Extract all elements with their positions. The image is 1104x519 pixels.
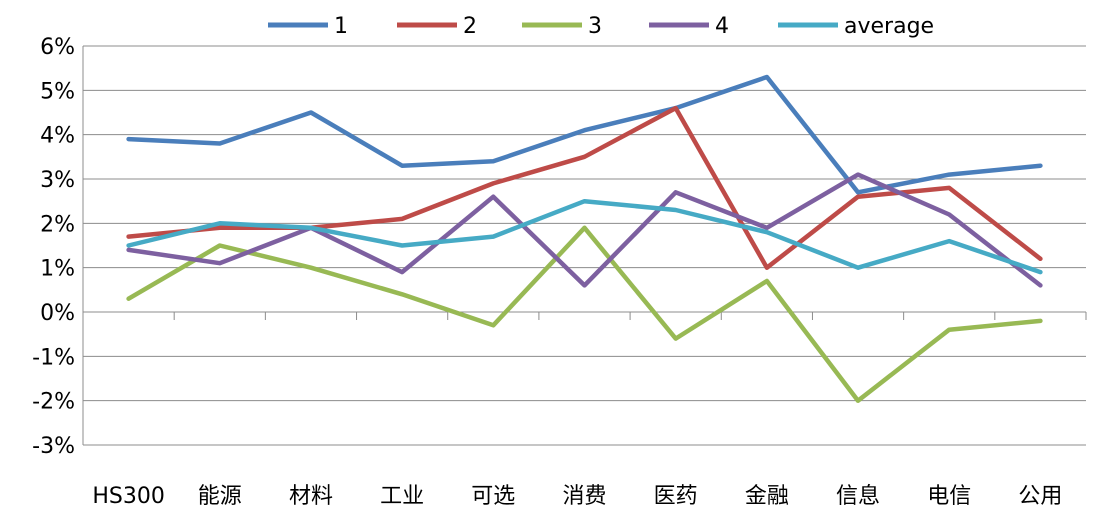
x-tick-label: 消费 [562, 484, 606, 509]
y-tick-label: 5% [40, 79, 75, 104]
x-tick-labels: HS300 能源 材料 工业 可选 消费 医药 金融 信息 电信 公用 [92, 484, 1062, 509]
series-line-average [126, 198, 1043, 275]
x-tick-label: 公用 [1018, 484, 1062, 509]
x-tick-label: 信息 [836, 484, 880, 509]
y-tick-label: 4% [40, 124, 75, 149]
x-tick-label: 能源 [198, 484, 242, 509]
x-tick-label: 可选 [471, 484, 515, 509]
x-tick-label: 电信 [927, 484, 971, 509]
series-line-3 [126, 225, 1043, 403]
y-tick-labels: 6% 5% 4% 3% 2% 1% 0% -1% -2% -3% [32, 35, 75, 459]
legend-label: average [844, 14, 934, 39]
y-tick-label: 6% [40, 35, 75, 60]
x-tick-label: 工业 [380, 484, 424, 509]
axes [82, 46, 1087, 445]
y-tick-label: -1% [32, 345, 75, 370]
y-tick-label: 3% [40, 168, 75, 193]
x-tick-label: HS300 [92, 484, 165, 509]
x-tick-label: 材料 [289, 484, 333, 509]
legend-label: 3 [588, 14, 602, 39]
y-tick-label: 1% [40, 257, 75, 282]
y-tick-label: -2% [32, 390, 75, 415]
series-line-4 [126, 172, 1043, 288]
legend-label: 2 [463, 14, 477, 39]
legend-label: 4 [715, 14, 729, 39]
x-tick-label: 医药 [654, 484, 698, 509]
legend-label: 1 [334, 14, 348, 39]
legend: 1 2 3 4 average [268, 14, 934, 39]
y-tick-label: -3% [32, 434, 75, 459]
y-tick-label: 2% [40, 212, 75, 237]
x-tick-label: 金融 [745, 484, 789, 509]
series-lines [126, 74, 1043, 403]
y-tick-label: 0% [40, 301, 75, 326]
